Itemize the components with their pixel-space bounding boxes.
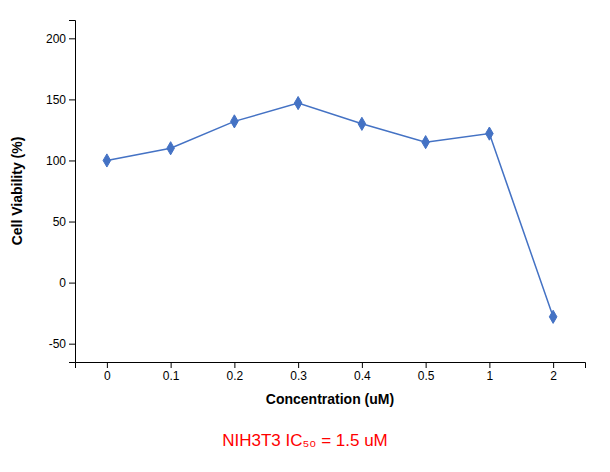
y-axis: -50 0 50 100 150 200	[46, 21, 76, 363]
x-tick: 0.1	[163, 362, 180, 383]
x-axis: 0 0.1 0.2 0.3 0.4 0.5 1 2	[76, 362, 586, 383]
point	[167, 142, 175, 155]
marks	[103, 96, 557, 323]
point	[486, 127, 494, 140]
point	[231, 115, 239, 128]
x-tick-label: 0.1	[163, 369, 180, 383]
y-tick: 200	[46, 32, 75, 46]
x-tick: 1	[487, 362, 494, 383]
y-tick: 50	[53, 215, 75, 229]
y-tick-mark	[69, 99, 75, 100]
y-tick-mark	[69, 283, 75, 284]
x-tick-label: 1	[487, 369, 494, 383]
x-tick: 0.2	[227, 362, 244, 383]
x-tick-label: 0.4	[354, 369, 371, 383]
y-tick: 100	[46, 154, 75, 168]
y-axis-line	[69, 21, 76, 363]
y-tick: -50	[49, 337, 75, 351]
point	[103, 154, 111, 167]
y-tick-label: 0	[59, 276, 66, 290]
x-tick: 0	[104, 362, 111, 383]
y-tick-mark	[69, 222, 75, 223]
x-tick-mark	[426, 362, 427, 368]
x-tick-mark	[489, 362, 490, 368]
x-tick: 2	[550, 362, 557, 383]
y-tick-label: -50	[49, 337, 67, 351]
y-tick-mark	[69, 344, 75, 345]
y-tick-label: 200	[46, 32, 66, 46]
line	[107, 103, 553, 317]
x-tick-label: 0.2	[227, 369, 244, 383]
x-tick-label: 0	[104, 369, 111, 383]
x-tick: 0.5	[418, 362, 435, 383]
plot: 0 0.1 0.2 0.3 0.4 0.5 1 2 -50 0 50 100 150 200	[46, 21, 586, 383]
y-tick: 150	[46, 93, 75, 107]
x-tick-label: 2	[550, 369, 557, 383]
x-tick-label: 0.5	[418, 369, 435, 383]
y-tick-mark	[69, 160, 75, 161]
y-tick-mark	[69, 38, 75, 39]
x-tick-mark	[362, 362, 363, 368]
x-tick-mark	[171, 362, 172, 368]
y-tick: 0	[59, 276, 75, 290]
y-axis-title: Cell Viability (%)	[9, 137, 25, 246]
x-tick: 0.4	[354, 362, 371, 383]
x-tick-mark	[553, 362, 554, 368]
annotation: NIH3T3 IC₅₀ = 1.5 uM	[222, 431, 388, 450]
x-tick-label: 0.3	[290, 369, 307, 383]
x-axis-title: Concentration (uM)	[266, 391, 394, 407]
x-tick-mark	[234, 362, 235, 368]
x-tick-mark	[298, 362, 299, 368]
point	[549, 310, 557, 323]
y-tick-label: 100	[46, 154, 66, 168]
point	[358, 117, 366, 130]
x-axis-line	[76, 363, 586, 369]
chart: 0 0.1 0.2 0.3 0.4 0.5 1 2 -50 0 50 100 150 200 Concent…	[0, 0, 610, 472]
x-tick-mark	[107, 362, 108, 368]
y-tick-label: 150	[46, 93, 66, 107]
x-tick: 0.3	[290, 362, 307, 383]
point	[294, 96, 302, 109]
y-tick-label: 50	[53, 215, 67, 229]
point	[422, 136, 430, 149]
